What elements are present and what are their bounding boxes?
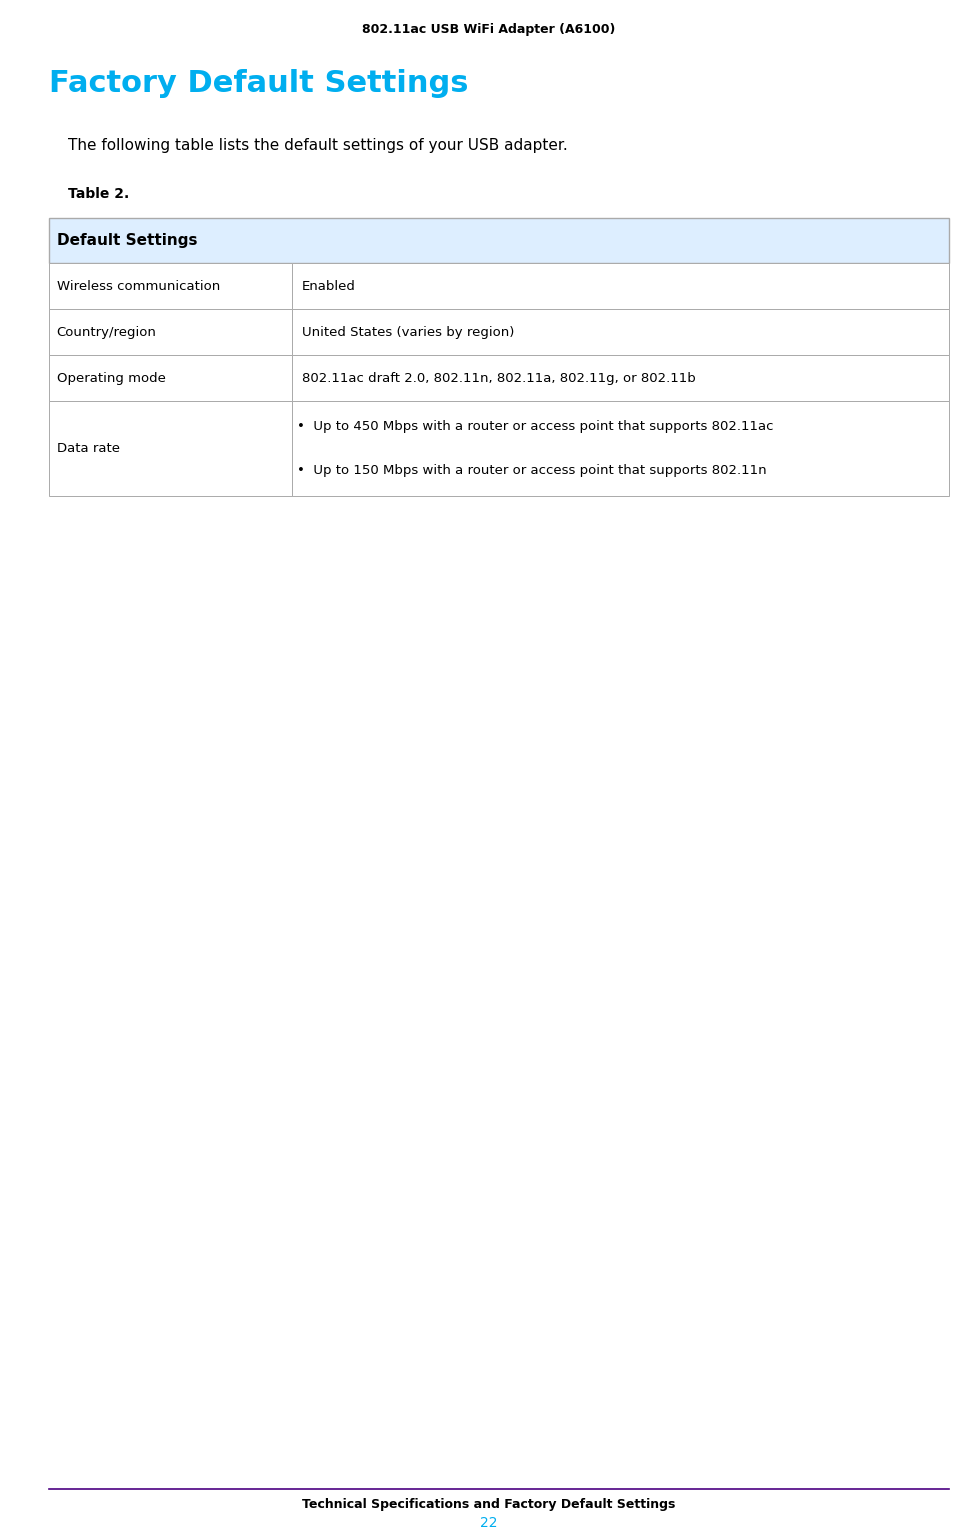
Text: Enabled: Enabled: [301, 279, 355, 293]
Text: Table 2.: Table 2.: [68, 187, 130, 201]
FancyBboxPatch shape: [49, 310, 291, 356]
Text: Data rate: Data rate: [57, 442, 119, 456]
Text: The following table lists the default settings of your USB adapter.: The following table lists the default se…: [68, 138, 568, 153]
FancyBboxPatch shape: [49, 264, 291, 310]
Text: 802.11ac USB WiFi Adapter (A6100): 802.11ac USB WiFi Adapter (A6100): [361, 23, 616, 35]
FancyBboxPatch shape: [49, 356, 291, 402]
Text: Wireless communication: Wireless communication: [57, 279, 220, 293]
Text: •  Up to 450 Mbps with a router or access point that supports 802.11ac: • Up to 450 Mbps with a router or access…: [296, 420, 773, 434]
Text: Operating mode: Operating mode: [57, 371, 165, 385]
FancyBboxPatch shape: [291, 402, 948, 497]
Text: •  Up to 150 Mbps with a router or access point that supports 802.11n: • Up to 150 Mbps with a router or access…: [296, 465, 766, 477]
FancyBboxPatch shape: [291, 264, 948, 310]
FancyBboxPatch shape: [291, 310, 948, 356]
Text: 802.11ac draft 2.0, 802.11n, 802.11a, 802.11g, or 802.11b: 802.11ac draft 2.0, 802.11n, 802.11a, 80…: [301, 371, 695, 385]
Text: Country/region: Country/region: [57, 325, 156, 339]
FancyBboxPatch shape: [291, 356, 948, 402]
Text: United States (varies by region): United States (varies by region): [301, 325, 514, 339]
FancyBboxPatch shape: [49, 218, 948, 264]
Text: Technical Specifications and Factory Default Settings: Technical Specifications and Factory Def…: [302, 1499, 675, 1511]
FancyBboxPatch shape: [49, 402, 291, 497]
Text: Default Settings: Default Settings: [57, 233, 197, 249]
Text: 22: 22: [480, 1517, 497, 1531]
Text: Factory Default Settings: Factory Default Settings: [49, 69, 468, 98]
